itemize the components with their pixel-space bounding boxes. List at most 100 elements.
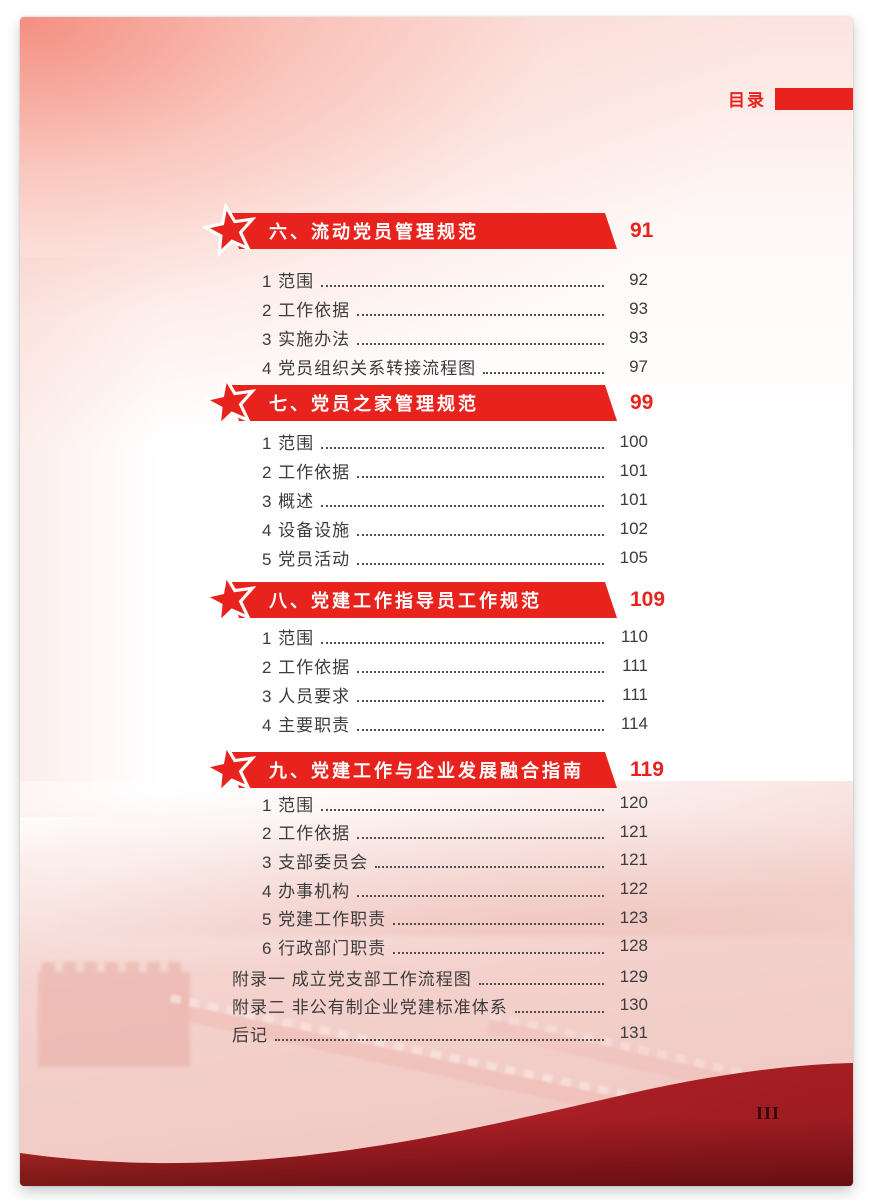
leader-dots [357,330,604,345]
section-page-number: 99 [630,391,654,414]
toc-item-label: 6 行政部门职责 [262,938,387,958]
toc-item-page: 130 [619,995,648,1014]
section-banner: 八、党建工作指导员工作规范 [203,572,617,626]
toc-item-row[interactable]: 附录一 成立党支部工作流程图 129 [232,963,648,991]
toc-item-label: 2 工作依据 [262,301,351,320]
toc-item-label: 1 范围 [262,272,315,291]
toc-item-label: 附录二 非公有制企业党建标准体系 [232,997,508,1017]
toc-item-row[interactable]: 3 支部委员会 121 [262,846,648,875]
leader-dots [357,301,604,316]
toc-item-row[interactable]: 4 主要职责 114 [262,709,648,738]
section-title: 七、党员之家管理规范 [269,394,479,414]
toc-header: 目录 [728,86,853,111]
leader-dots [357,687,604,702]
toc-item-row[interactable]: 5 党员活动 105 [262,543,648,572]
toc-item-label: 1 范围 [262,629,315,648]
section-banner-row[interactable]: 七、党员之家管理规范 99 [203,375,654,429]
toc-header-label: 目录 [728,91,766,110]
leader-dots [393,910,604,926]
star-icon [203,742,257,796]
section-item-list: 1 范围 120 2 工作依据 121 3 支部委员会 121 4 办事机构 122 5 党建工… [262,789,648,961]
leader-dots [357,824,604,840]
toc-item-row[interactable]: 4 党员组织关系转接流程图 97 [262,352,648,381]
toc-item-label: 1 范围 [262,434,315,453]
toc-item-label: 后记 [232,1025,268,1045]
toc-item-row[interactable]: 5 党建工作职责 123 [262,903,648,932]
toc-item-page: 105 [619,547,648,567]
toc-item-page: 121 [619,850,648,870]
toc-item-page: 93 [629,327,648,347]
toc-item-row[interactable]: 3 实施办法 93 [262,323,648,352]
leader-dots [321,629,604,644]
section-item-list: 1 范围 92 2 工作依据 93 3 实施办法 93 4 党员组织关系转接流程图 97 [262,265,648,381]
toc-item-row[interactable]: 3 人员要求 111 [262,680,648,709]
toc-item-label: 附录一 成立党支部工作流程图 [232,969,472,989]
toc-item-page: 111 [622,655,648,675]
section-banner: 七、党员之家管理规范 [203,375,617,429]
toc-item-page: 131 [619,1023,648,1042]
leader-dots [478,970,604,985]
leader-dots [357,550,604,565]
section-page-number: 119 [630,758,664,781]
toc-item-label: 1 范围 [262,795,315,815]
toc-item-label: 5 党员活动 [262,550,351,569]
toc-item-row[interactable]: 4 设备设施 102 [262,514,648,543]
toc-item-label: 4 党员组织关系转接流程图 [262,359,477,378]
toc-item-row[interactable]: 后记 131 [232,1019,648,1047]
toc-item-page: 92 [629,269,648,289]
leader-dots [275,1026,604,1041]
toc-item-page: 102 [619,518,648,538]
section-banner-row[interactable]: 八、党建工作指导员工作规范 109 [203,572,665,626]
section-banner: 六、流动党员管理规范 [203,203,617,257]
toc-item-label: 4 主要职责 [262,716,351,735]
leader-dots [393,939,604,954]
section-banner: 九、党建工作与企业发展融合指南 [203,742,617,796]
toc-item-label: 2 工作依据 [262,463,351,482]
leader-dots [357,716,604,731]
leader-dots [321,492,604,507]
toc-item-label: 3 实施办法 [262,330,351,349]
toc-item-row[interactable]: 1 范围 120 [262,789,648,818]
toc-item-row[interactable]: 4 办事机构 122 [262,875,648,904]
toc-item-row[interactable]: 1 范围 100 [262,427,648,456]
banner-ribbon [229,582,617,618]
toc-item-row[interactable]: 2 工作依据 101 [262,456,648,485]
toc-item-page: 110 [620,626,648,646]
toc-item-page: 120 [619,793,648,813]
appendix-list: 附录一 成立党支部工作流程图 129 附录二 非公有制企业党建标准体系 130 后记 13… [232,963,648,1047]
toc-item-page: 122 [619,879,648,899]
leader-dots [357,882,604,897]
section-banner-row[interactable]: 六、流动党员管理规范 91 [203,203,653,257]
leader-dots [321,434,604,449]
section-title: 八、党建工作指导员工作规范 [269,591,542,611]
watercolor-left-wash [20,257,160,817]
section-banner-row[interactable]: 九、党建工作与企业发展融合指南 119 [203,742,664,796]
toc-item-row[interactable]: 2 工作依据 93 [262,294,648,323]
leader-dots [483,359,604,374]
toc-item-label: 3 概述 [262,492,315,511]
leader-dots [321,796,604,811]
toc-item-label: 2 工作依据 [262,658,351,677]
leader-dots [375,853,604,868]
toc-header-bar [775,87,853,110]
toc-item-row[interactable]: 1 范围 110 [262,622,648,651]
toc-item-row[interactable]: 1 范围 92 [262,265,648,294]
section-item-list: 1 范围 110 2 工作依据 111 3 人员要求 111 4 主要职责 114 [262,622,648,738]
toc-item-row[interactable]: 附录二 非公有制企业党建标准体系 130 [232,991,648,1019]
toc-item-row[interactable]: 2 工作依据 121 [262,818,648,847]
toc-item-label: 4 办事机构 [262,881,351,901]
toc-item-label: 3 人员要求 [262,687,351,706]
section-title: 九、党建工作与企业发展融合指南 [269,761,584,781]
toc-item-page: 100 [619,431,648,451]
toc-item-row[interactable]: 2 工作依据 111 [262,651,648,680]
toc-item-page: 114 [620,713,648,733]
leader-dots [357,658,604,673]
toc-item-page: 129 [619,967,648,986]
toc-item-row[interactable]: 6 行政部门职责 128 [262,932,648,961]
toc-item-page: 101 [619,460,648,480]
toc-item-page: 121 [619,821,648,841]
section-title: 六、流动党员管理规范 [269,222,479,242]
great-wall-tower [38,962,190,1067]
toc-item-row[interactable]: 3 概述 101 [262,485,648,514]
